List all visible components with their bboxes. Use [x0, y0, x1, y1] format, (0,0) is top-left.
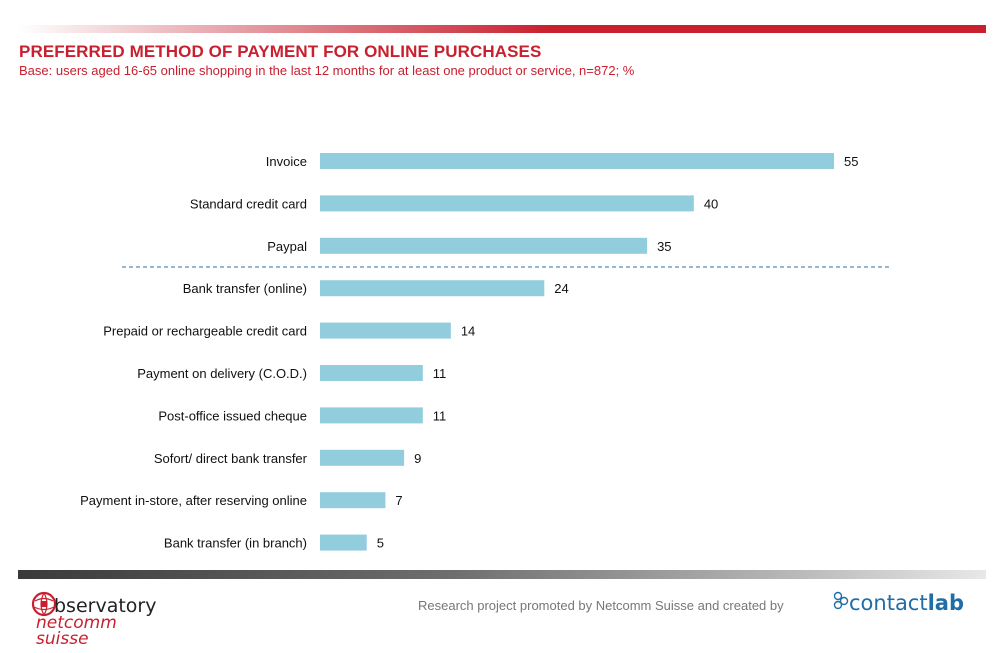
bar	[320, 492, 386, 509]
logo-suisse-text: suisse	[36, 629, 89, 648]
category-label: Payment on delivery (C.O.D.)	[137, 366, 307, 381]
bar	[320, 534, 367, 551]
bar	[320, 407, 423, 424]
value-label: 55	[844, 154, 858, 169]
value-label: 11	[433, 366, 447, 381]
value-label: 5	[377, 536, 384, 551]
contactlab-logo: contactlab	[833, 591, 964, 615]
value-label: 35	[657, 239, 671, 254]
bar-chart: Invoice 55 Standard credit card 40 Paypal 35 B…	[80, 153, 890, 551]
bar	[320, 195, 694, 212]
contactlab-rings-icon	[833, 591, 849, 610]
category-label: Post-office issued cheque	[158, 408, 307, 423]
chart-title: PREFERRED METHOD OF PAYMENT FOR ONLINE P…	[19, 42, 542, 61]
contactlab-lab-text: lab	[928, 591, 964, 615]
value-label: 9	[414, 451, 421, 466]
value-label: 11	[433, 408, 447, 423]
category-label: Payment in-store, after reserving online	[80, 493, 307, 508]
bottom-bar	[18, 570, 986, 579]
bar	[320, 449, 405, 466]
globe-icon	[31, 591, 57, 617]
category-label: Paypal	[267, 239, 307, 254]
logo-netcomm-text: netcomm	[36, 613, 117, 633]
bar	[320, 153, 834, 169]
bar	[320, 365, 423, 381]
bar	[320, 322, 451, 339]
value-label: 7	[395, 493, 402, 508]
top-accent-bar	[18, 25, 986, 33]
category-label: Sofort/ direct bank transfer	[154, 451, 308, 466]
bar	[320, 237, 648, 254]
observatory-logo: bservatory netcomm suisse	[31, 591, 156, 648]
category-label: Invoice	[266, 154, 307, 169]
logo-observatory-text: bservatory	[54, 595, 156, 617]
category-label: Prepaid or rechargeable credit card	[103, 324, 307, 339]
value-label: 24	[554, 281, 568, 296]
contactlab-contact-text: contact	[849, 591, 928, 615]
svg-text:contactlab: contactlab	[849, 591, 964, 615]
bar	[320, 280, 545, 297]
footer-credit: Research project promoted by Netcomm Sui…	[418, 598, 784, 613]
value-label: 14	[461, 324, 475, 339]
value-label: 40	[704, 196, 718, 211]
category-label: Bank transfer (in branch)	[164, 536, 307, 551]
category-label: Bank transfer (online)	[183, 281, 307, 296]
chart-subtitle: Base: users aged 16-65 online shopping i…	[19, 63, 635, 78]
category-label: Standard credit card	[190, 196, 307, 211]
